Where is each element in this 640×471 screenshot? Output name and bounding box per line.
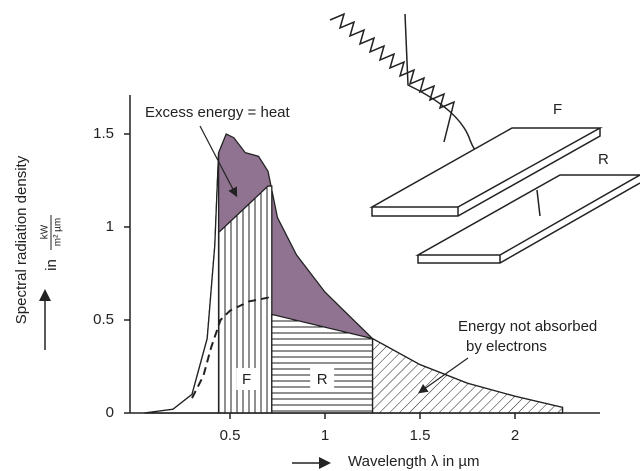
annotation: by electrons <box>466 338 547 355</box>
x-tick-label: 1.5 <box>410 427 431 444</box>
spectrum-unused <box>145 153 219 413</box>
region-label: F <box>242 371 251 388</box>
y-unit-numerator: kW <box>40 224 51 239</box>
annotation: Excess energy = heat <box>145 104 291 121</box>
chart: Spectral radiation density in kW m² µm W… <box>0 0 640 471</box>
annotation: Energy not absorbed <box>458 318 597 335</box>
y-tick-label: 0.5 <box>93 311 114 328</box>
cell-diagram <box>330 14 640 263</box>
y-tick-label: 1 <box>106 218 114 235</box>
y-unit-denominator: m² µm <box>53 218 64 247</box>
y-tick-label: 0 <box>106 404 114 421</box>
y-tick-label: 1.5 <box>93 125 114 142</box>
x-tick-label: 1 <box>321 427 329 444</box>
light-ray <box>330 14 454 142</box>
plate-label: R <box>598 151 609 168</box>
x-tick-label: 0.5 <box>220 427 241 444</box>
y-axis-label: Spectral radiation density <box>13 155 30 324</box>
plate-label: F <box>553 101 562 118</box>
y-unit-prefix: in <box>43 259 60 271</box>
x-tick-label: 2 <box>511 427 519 444</box>
region-label: R <box>317 371 328 388</box>
x-axis-label: Wavelength λ in µm <box>348 453 479 470</box>
